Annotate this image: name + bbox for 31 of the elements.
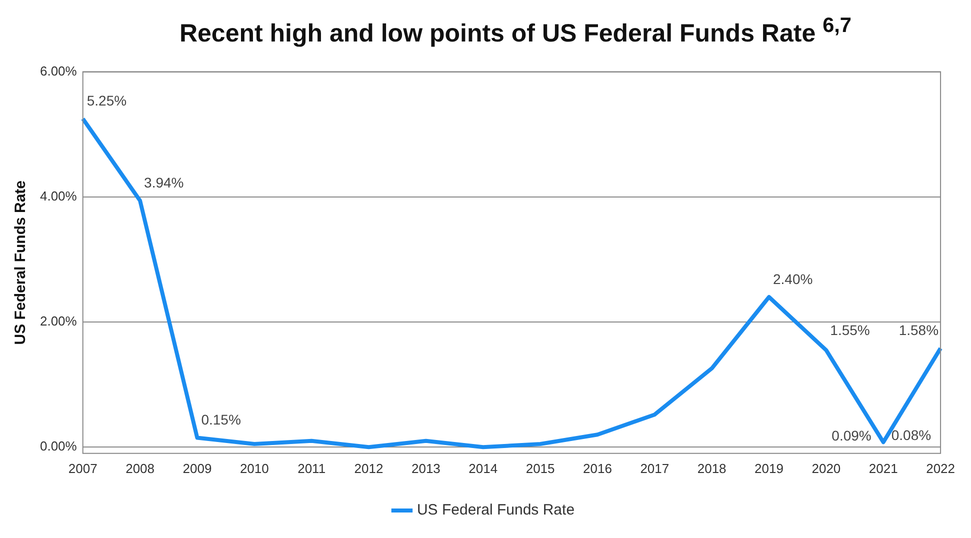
data-label: 3.94% xyxy=(144,174,184,191)
x-tick-label: 2010 xyxy=(240,461,269,476)
y-tick-label: 4.00% xyxy=(40,188,78,204)
data-label: 0.15% xyxy=(201,412,241,428)
legend-label: US Federal Funds Rate xyxy=(416,502,575,519)
data-label: 0.08% xyxy=(891,427,932,444)
x-tick-label: 2020 xyxy=(812,461,841,476)
y-tick-label: 2.00% xyxy=(40,314,78,329)
x-tick-label: 2013 xyxy=(411,461,440,476)
x-tick-label: 2017 xyxy=(640,461,670,476)
x-tick-label: 2014 xyxy=(468,461,498,476)
x-tick-label: 2008 xyxy=(126,461,154,476)
x-tick-label: 2012 xyxy=(354,461,384,476)
x-tick-label: 2022 xyxy=(926,461,955,476)
x-tick-label: 2018 xyxy=(697,461,726,476)
data-label: 5.25% xyxy=(86,92,127,109)
y-axis-title: US Federal Funds Rate xyxy=(12,180,30,346)
x-tick-label: 2021 xyxy=(868,461,898,476)
annotation: 0.09% xyxy=(832,428,872,444)
x-tick-label: 2009 xyxy=(182,461,212,476)
data-label: 2.40% xyxy=(773,271,813,288)
x-tick-label: 2011 xyxy=(298,461,326,476)
x-tick-label: 2016 xyxy=(583,461,612,476)
y-tick-label: 6.00% xyxy=(40,64,78,79)
data-label: 1.55% xyxy=(830,322,870,338)
y-tick-label: 0.00% xyxy=(40,439,78,454)
x-tick-label: 2015 xyxy=(526,461,555,476)
data-label: 1.58% xyxy=(898,322,939,338)
x-tick-label: 2007 xyxy=(68,461,98,476)
x-tick-label: 2019 xyxy=(754,461,784,476)
chart-title: Recent high and low points of US Federal Funds Rate $^{6,7}$ xyxy=(178,13,853,50)
